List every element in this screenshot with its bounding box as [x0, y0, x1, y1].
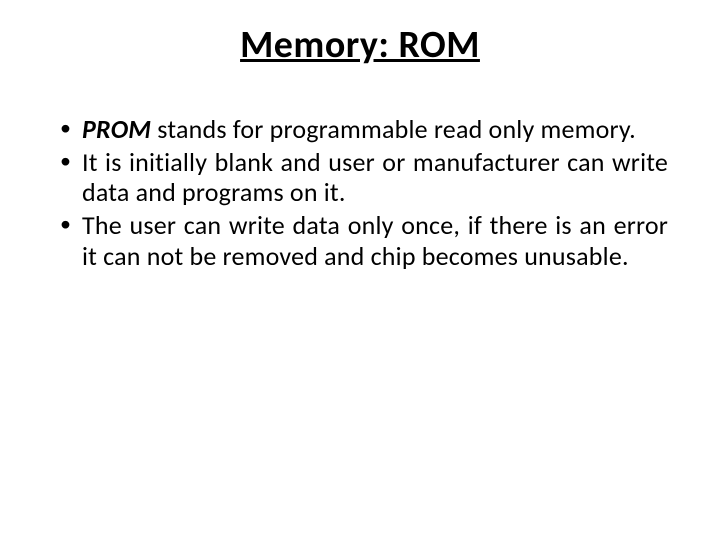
list-item-text: stands for programmable read only memory…	[151, 113, 636, 145]
list-item: It is initially blank and user or manufa…	[60, 147, 668, 208]
list-item: The user can write data only once, if th…	[60, 210, 668, 271]
list-item: PROM stands for programmable read only m…	[60, 114, 668, 145]
list-item-text: It is initially blank and user or manufa…	[82, 146, 668, 209]
bullet-list: PROM stands for programmable read only m…	[60, 114, 668, 271]
list-item-text: The user can write data only once, if th…	[82, 209, 668, 272]
bullet-list-container: PROM stands for programmable read only m…	[50, 114, 670, 271]
slide: Memory: ROM PROM stands for programmable…	[0, 0, 720, 540]
list-item-lead: PROM	[82, 113, 151, 145]
slide-title: Memory: ROM	[50, 22, 670, 68]
